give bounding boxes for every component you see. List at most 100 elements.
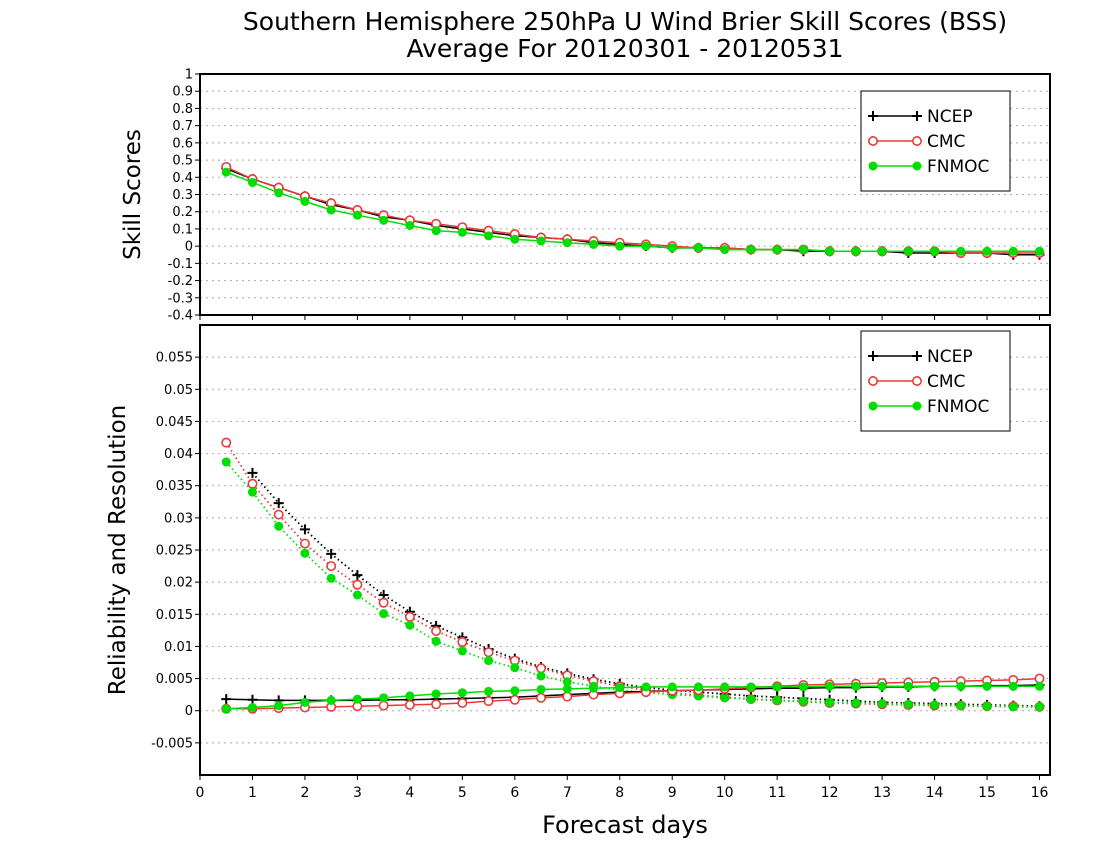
data-point — [693, 682, 703, 692]
data-point — [930, 700, 940, 710]
data-point — [300, 548, 310, 558]
x-tick-label: 12 — [821, 785, 839, 801]
data-point — [1008, 702, 1018, 712]
series-fnmoc-resolution — [221, 457, 1045, 712]
series-ncep-resolution — [247, 467, 1045, 712]
legend-marker — [868, 111, 878, 121]
data-point — [1008, 246, 1018, 256]
x-axis-label: Forecast days — [542, 811, 708, 839]
y-tick-label: 0.2 — [172, 205, 193, 220]
data-point — [851, 246, 861, 256]
data-point — [221, 437, 232, 448]
y-tick-label: 0.03 — [164, 511, 193, 526]
data-point — [772, 245, 782, 255]
y-tick-label: 0.015 — [156, 608, 193, 623]
y-axis-label: Skill Scores — [120, 129, 146, 260]
y-axis-label: Reliability and Resolution — [105, 405, 131, 695]
plot-frame — [199, 324, 1051, 776]
x-tick-label: 9 — [668, 785, 677, 801]
data-point — [536, 671, 546, 681]
data-point — [930, 246, 940, 256]
data-point — [982, 246, 992, 256]
y-tick-label: 0.045 — [156, 415, 193, 430]
y-tick-label: -0.3 — [168, 291, 193, 306]
legend: NCEP CMC FNMOC — [860, 330, 1011, 432]
legend-label: CMC — [927, 372, 965, 392]
data-point — [667, 682, 677, 692]
data-point — [825, 681, 835, 691]
legend-marker — [912, 401, 922, 411]
y-tick-label: 0.1 — [172, 222, 193, 237]
data-point — [615, 683, 625, 693]
data-point — [903, 699, 913, 709]
data-point — [379, 215, 389, 225]
legend-marker — [868, 161, 878, 171]
data-point — [562, 677, 572, 687]
data-point — [247, 487, 257, 497]
data-point — [431, 625, 442, 636]
x-tick-label: 2 — [300, 785, 309, 801]
y-tick-label: 0.035 — [156, 479, 193, 494]
data-point — [641, 241, 651, 251]
x-tick-label: 5 — [458, 785, 467, 801]
data-point — [457, 636, 468, 647]
data-point — [851, 681, 861, 691]
legend-marker — [868, 351, 878, 361]
data-point — [405, 691, 415, 701]
x-tick-label: 0 — [196, 785, 205, 801]
y-tick-label: -0.4 — [168, 309, 193, 324]
series-line — [226, 677, 1040, 710]
data-point — [299, 524, 310, 535]
x-tick-label: 15 — [978, 785, 996, 801]
x-tick-label: 13 — [873, 785, 891, 801]
legend-marker — [867, 375, 878, 386]
legend-marker — [867, 136, 878, 147]
data-point — [509, 694, 520, 705]
data-point — [615, 241, 625, 251]
y-tick-label: 0 — [185, 240, 193, 255]
y-tick-label: -0.2 — [168, 274, 193, 289]
legend-marker — [912, 161, 922, 171]
legend: NCEP CMC FNMOC — [860, 90, 1011, 192]
data-point — [274, 521, 284, 531]
data-point — [379, 609, 389, 619]
data-point — [536, 692, 547, 703]
data-point — [273, 509, 284, 520]
data-point — [562, 238, 572, 248]
data-point — [589, 239, 599, 249]
data-point — [798, 696, 808, 706]
data-point — [746, 694, 756, 704]
series-fnmoc-reliability — [221, 681, 1045, 714]
data-point — [877, 681, 887, 691]
x-tick-label: 6 — [510, 785, 519, 801]
data-point — [589, 683, 599, 693]
data-point — [903, 246, 913, 256]
data-point — [326, 561, 337, 572]
data-point — [299, 538, 310, 549]
data-point — [326, 548, 337, 559]
series-fnmoc — [221, 167, 1045, 256]
x-tick-label: 3 — [353, 785, 362, 801]
legend-label: FNMOC — [927, 157, 989, 177]
data-point — [982, 681, 992, 691]
data-point — [667, 243, 677, 253]
x-tick-label: 14 — [926, 785, 944, 801]
data-point — [405, 220, 415, 230]
y-tick-label: 0.025 — [156, 544, 193, 559]
data-point — [1008, 681, 1018, 691]
legend-marker — [911, 136, 922, 147]
data-point — [221, 457, 231, 467]
data-point — [483, 647, 494, 658]
data-point — [798, 682, 808, 692]
data-point — [431, 226, 441, 236]
data-point — [798, 245, 808, 255]
data-point — [431, 699, 442, 710]
series-line — [251, 472, 1040, 708]
y-tick-label: 0.8 — [172, 102, 193, 117]
y-tick-label: -0.005 — [151, 736, 193, 751]
data-point — [274, 701, 284, 711]
y-tick-label: 0.01 — [164, 640, 193, 655]
series-line — [225, 461, 1040, 708]
data-point — [247, 177, 257, 187]
